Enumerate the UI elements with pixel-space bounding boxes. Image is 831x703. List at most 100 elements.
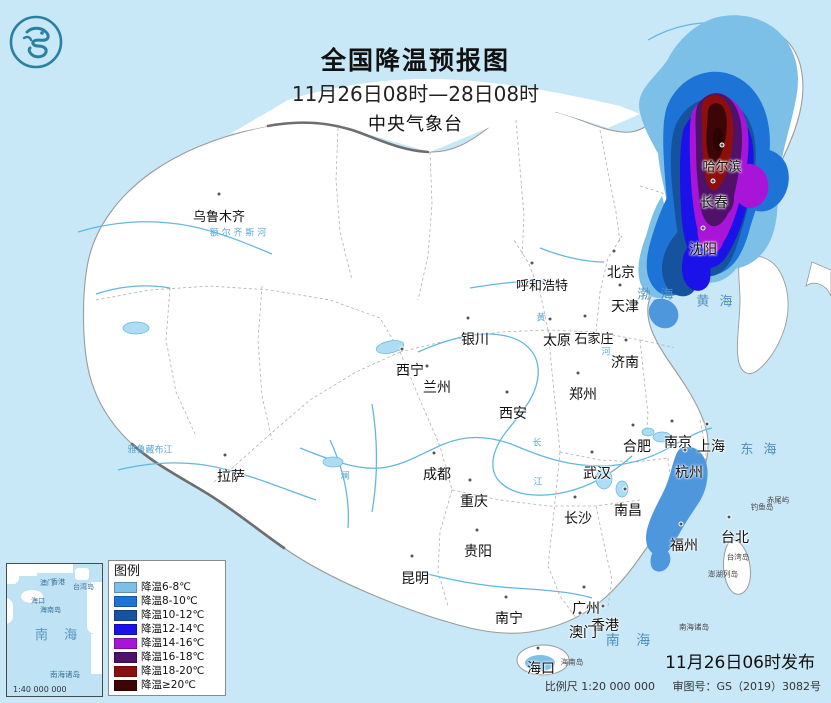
legend-item: 降温≥20℃ <box>114 678 221 692</box>
city-marker-dot <box>474 527 480 533</box>
city-label: 郑州 <box>569 387 597 403</box>
cooling-region-northeast <box>638 15 798 299</box>
city-label: 南宁 <box>495 611 523 627</box>
city-label: 香港 <box>591 618 619 634</box>
city-label: 乌鲁木齐 <box>192 210 246 225</box>
legend-item-label: 降温14-16℃ <box>141 636 205 649</box>
city-label: 天津 <box>611 299 639 315</box>
city-marker-dot <box>547 316 553 322</box>
legend-item: 降温18-20℃ <box>114 664 221 678</box>
legend-item: 降温6-8℃ <box>114 580 221 594</box>
city-marker-dot <box>504 389 510 395</box>
island-label: 赤尾屿 <box>766 495 790 505</box>
island-label: 澎湖列岛 <box>708 569 738 579</box>
city-marker-dot <box>577 610 583 616</box>
legend-panel: 图例 降温6-8℃ 降温8-10℃ 降温10-12℃ 降温12-14℃ 降温14-16℃… <box>108 560 226 696</box>
city-marker-dot <box>222 452 228 458</box>
inset-scale-label: 1:40 000 000 <box>13 685 67 694</box>
city-marker-dot <box>600 603 606 609</box>
city-label: 合肥 <box>623 439 651 455</box>
city-label: 南京 <box>664 435 692 451</box>
city-label: 西宁 <box>396 363 424 379</box>
city-label: 西安 <box>499 406 527 422</box>
river-label: 额 尔 齐 斯 河 <box>209 228 267 239</box>
city-label: 福州 <box>670 538 698 554</box>
river-label: 澜 <box>340 471 350 482</box>
legend-rows: 降温6-8℃ 降温8-10℃ 降温10-12℃ 降温12-14℃ 降温14-16℃ 降温1… <box>114 580 221 692</box>
city-label: 沈阳 <box>689 242 717 258</box>
city-label: 南昌 <box>614 503 642 519</box>
city-marker-dot <box>465 315 471 321</box>
scale-and-approval: 比例尺 1:20 000 000 审图号：GS（2019）3082号 <box>531 678 821 694</box>
city-label: 兰州 <box>423 380 451 396</box>
city-marker-dot <box>719 142 725 148</box>
city-marker-dot <box>431 450 437 456</box>
city-label: 北京 <box>607 265 635 281</box>
map-approval-number: 审图号：GS（2019）3082号 <box>672 680 822 693</box>
legend-item-label: 降温6-8℃ <box>141 580 191 593</box>
sea-label: 南 海 <box>605 633 657 649</box>
river-label: 雅鲁藏布江 <box>127 445 173 456</box>
sea-label: 渤 海 <box>637 287 677 303</box>
cooling-region-hainan <box>525 655 555 671</box>
city-marker-dot <box>575 370 581 376</box>
legend-color-swatch <box>114 623 137 635</box>
legend-item-label: 降温18-20℃ <box>141 664 205 677</box>
city-marker-dot <box>589 449 595 455</box>
city-marker-dot <box>399 346 405 352</box>
city-marker-dot <box>216 191 222 197</box>
city-label: 武汉 <box>583 466 611 482</box>
river-label: 河 <box>601 347 611 358</box>
inset-place-label: 澳门 <box>40 579 54 587</box>
city-marker-dot <box>611 248 617 254</box>
city-label: 海口 <box>527 661 555 677</box>
legend-item: 降温12-14℃ <box>114 622 221 636</box>
city-marker-dot <box>424 363 430 369</box>
cooling-region-bohai-edge <box>648 298 679 329</box>
city-marker-dot <box>700 225 706 231</box>
island-label: 南海诸岛 <box>679 622 709 632</box>
legend-title: 图例 <box>114 564 141 579</box>
city-label: 呼和浩特 <box>515 279 569 294</box>
city-label: 贵阳 <box>464 544 492 560</box>
city-label: 银川 <box>461 332 489 348</box>
city-marker-dot <box>503 594 509 600</box>
city-marker-dot <box>467 477 473 483</box>
legend-color-swatch <box>114 651 137 663</box>
city-marker-dot <box>726 514 732 520</box>
city-marker-dot <box>623 337 629 343</box>
city-marker-dot <box>630 422 636 428</box>
legend-item-label: 降温10-12℃ <box>141 608 205 621</box>
legend-item: 降温10-12℃ <box>114 608 221 622</box>
inset-place-label: 海南岛 <box>40 606 61 614</box>
city-marker-dot <box>678 521 684 527</box>
city-label: 杭州 <box>675 465 703 481</box>
city-label: 澳门 <box>569 625 597 641</box>
legend-item: 降温8-10℃ <box>114 594 221 608</box>
legend-item-label: 降温8-10℃ <box>141 594 198 607</box>
legend-item: 降温16-18℃ <box>114 650 221 664</box>
city-label: 哈尔滨 <box>702 160 742 175</box>
city-label: 济南 <box>611 355 639 371</box>
inset-place-label: 海口 <box>31 597 45 605</box>
inset-sea-label: 南 海 <box>35 628 84 643</box>
legend-item: 降温14-16℃ <box>114 636 221 650</box>
river-label: 长 <box>532 438 542 449</box>
legend-color-swatch <box>114 665 137 677</box>
city-label: 成都 <box>423 467 451 483</box>
south-china-sea-inset-map: 南 海 南海诸岛 1:40 000 000 海口 海南岛 台湾岛 澳门 香港 <box>6 563 103 697</box>
island-label: 海南岛 <box>560 657 584 667</box>
sea-label: 东 海 <box>740 442 780 458</box>
city-label: 上海 <box>697 439 725 455</box>
map-scale: 比例尺 1:20 000 000 <box>544 680 655 693</box>
city-marker-dot <box>582 313 588 319</box>
city-label: 石家庄 <box>574 332 614 347</box>
cma-dragon-logo <box>9 15 63 69</box>
inset-place-label: 台湾岛 <box>73 583 94 591</box>
legend-item-label: 降温12-14℃ <box>141 622 205 635</box>
lakes <box>122 321 672 498</box>
river-label: 黄 <box>536 313 546 324</box>
city-marker-dot <box>581 584 587 590</box>
